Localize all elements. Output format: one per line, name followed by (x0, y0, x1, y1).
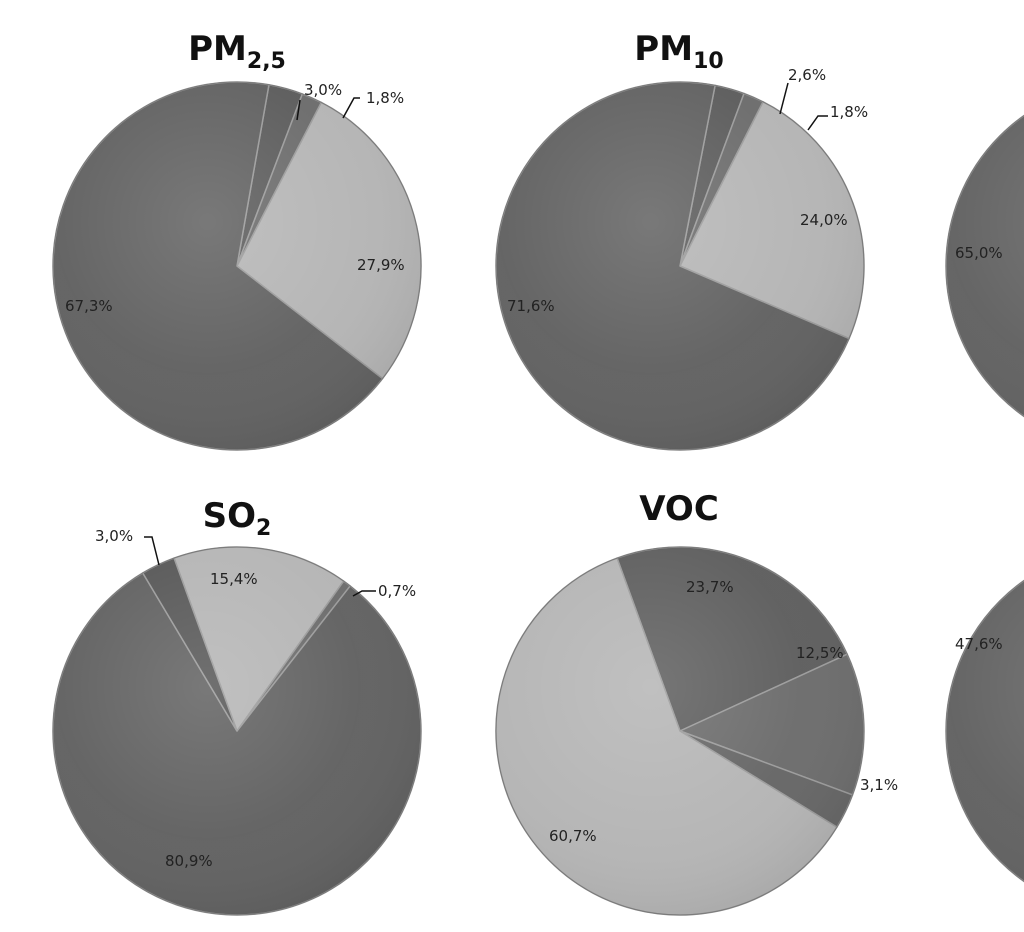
data-label: 3,0% (304, 81, 342, 99)
pie-chart-1: 2,6% 1,8% 24,0% 71,6% (495, 66, 868, 451)
chart-title-pm10: PM10 (634, 29, 723, 74)
label-leader-line (342, 97, 360, 119)
data-label: 1,8% (366, 89, 404, 107)
pie-gloss (52, 81, 422, 451)
label-leader-line (779, 82, 789, 115)
data-label: 71,6% (507, 297, 555, 315)
data-label: 27,9% (357, 256, 405, 274)
data-label: 24,0% (800, 211, 848, 229)
data-label: 23,7% (686, 578, 734, 596)
pie-chart-2: 65,0% (945, 114, 1024, 418)
pie-gloss (52, 546, 422, 916)
chart-title-voc: VOC (639, 489, 719, 529)
data-label: 60,7% (549, 827, 597, 845)
data-label: 12,5% (796, 644, 844, 662)
data-label: 2,6% (788, 66, 826, 84)
pie-chart-0: 3,0% 1,8% 27,9% 67,3% (52, 81, 422, 451)
pie-gloss (495, 546, 865, 916)
label-leader-line (144, 536, 160, 566)
pie-chart-3: 15,4% 0,7% 80,9% 3,0% (52, 527, 422, 916)
chart-title-so2: SO2 (203, 496, 272, 541)
pie-gloss (945, 114, 1024, 418)
pie-chart-5: 47,6% (945, 579, 1024, 883)
pie-layers: 3,0% 1,8% 27,9% 67,3% 2,6% 1,8% 24,0% 71,6% 65,0… (52, 66, 1024, 916)
data-label: 3,0% (95, 527, 133, 545)
label-leader-line (807, 115, 828, 131)
chart-title-pm25: PM2,5 (188, 29, 286, 74)
label-leader-line (352, 590, 376, 597)
pie-gloss (495, 81, 865, 451)
pie-chart-4: 23,7% 12,5% 3,1% 60,7% (495, 546, 898, 916)
data-label: 1,8% (830, 103, 868, 121)
data-label: 67,3% (65, 297, 113, 315)
data-label: 0,7% (378, 582, 416, 600)
data-label: 47,6% (955, 635, 1003, 653)
pie-gloss (945, 579, 1024, 883)
data-label: 15,4% (210, 570, 258, 588)
data-label: 65,0% (955, 244, 1003, 262)
label-leader-line (296, 99, 301, 121)
data-label: 80,9% (165, 852, 213, 870)
data-label: 3,1% (860, 776, 898, 794)
